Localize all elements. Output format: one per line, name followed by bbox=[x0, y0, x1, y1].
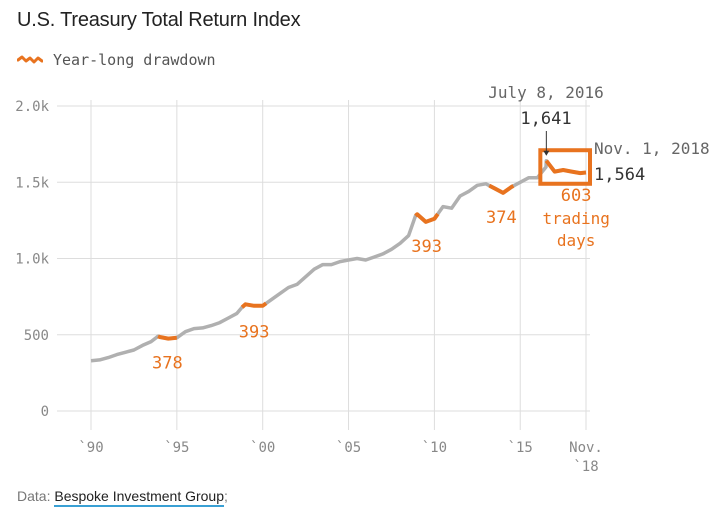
annotations: 378 393 393 374 603 trading days July 8, 2016 1,… bbox=[152, 83, 710, 374]
end-value-label: 1,564 bbox=[594, 165, 645, 185]
drawdown-label: 393 bbox=[239, 322, 270, 342]
drawdown-segment bbox=[544, 159, 587, 176]
drawdown-label: days bbox=[557, 231, 596, 250]
chart-title: U.S. Treasury Total Return Index bbox=[17, 9, 301, 31]
source-link[interactable]: Bespoke Investment Group bbox=[54, 488, 225, 507]
y-tick-label: 2.0k bbox=[15, 99, 49, 115]
x-tick-label: `00 bbox=[250, 440, 275, 456]
drawdown-highlight-box bbox=[538, 148, 593, 186]
y-tick-label: 1.0k bbox=[15, 252, 49, 268]
footer-prefix: Data: bbox=[17, 488, 55, 504]
end-date-label: Nov. 1, 2018 bbox=[594, 139, 710, 158]
drawdown-segment bbox=[240, 301, 268, 309]
footer-suffix: ; bbox=[224, 488, 228, 504]
peak-arrow-head bbox=[543, 150, 550, 156]
drawdown-segment bbox=[488, 183, 515, 195]
series-lines bbox=[90, 158, 587, 363]
drawdown-label: 603 bbox=[561, 186, 592, 206]
drawdown-segment bbox=[414, 212, 440, 224]
x-axis: `90 `95 `00 `05 `10 `15 Nov. `18 bbox=[78, 440, 603, 475]
x-tick-label: `18 bbox=[573, 459, 598, 475]
peak-value-label: 1,641 bbox=[520, 109, 571, 129]
y-axis: 0 500 1.0k 1.5k 2.0k bbox=[15, 99, 49, 420]
drawdown-label: 378 bbox=[152, 354, 183, 374]
orange-squiggle-icon bbox=[17, 55, 43, 64]
index-line bbox=[90, 158, 587, 363]
gridlines bbox=[57, 100, 590, 430]
drawdown-segment bbox=[157, 334, 177, 341]
peak-date-label: July 8, 2016 bbox=[488, 83, 604, 102]
x-tick-label: `05 bbox=[336, 440, 361, 456]
y-tick-label: 500 bbox=[24, 328, 49, 344]
drawdown-label: 374 bbox=[486, 208, 517, 228]
x-tick-label: `95 bbox=[164, 440, 189, 456]
y-tick-label: 1.5k bbox=[15, 175, 49, 191]
x-tick-label: `10 bbox=[422, 440, 447, 456]
footer: Data: Bespoke Investment Group; bbox=[17, 488, 228, 507]
x-tick-label: `15 bbox=[508, 440, 533, 456]
drawdown-label: 393 bbox=[411, 237, 442, 257]
legend: Year-long drawdown bbox=[17, 50, 216, 70]
drawdown-label: trading bbox=[542, 209, 609, 228]
x-tick-label: `90 bbox=[78, 440, 103, 456]
y-tick-label: 0 bbox=[41, 404, 49, 420]
x-tick-label: Nov. bbox=[569, 440, 603, 456]
legend-label: Year-long drawdown bbox=[53, 51, 216, 69]
